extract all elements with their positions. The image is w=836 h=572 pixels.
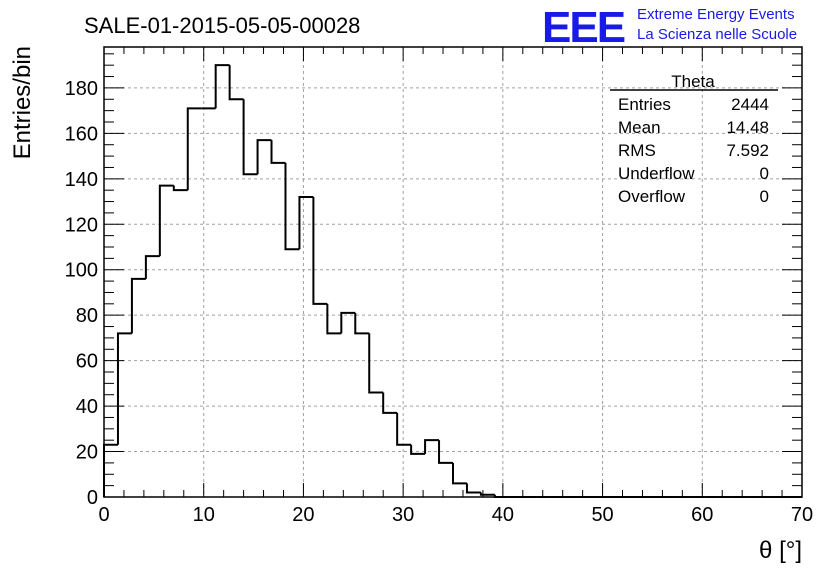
y-tick-label: 20 [76, 442, 98, 464]
stats-box: Theta Entries 2444 Mean 14.48 RMS 7.592 Underf… [610, 72, 778, 206]
y-tick-label: 0 [87, 487, 98, 509]
y-tick-label: 60 [76, 351, 98, 373]
hist-bin [144, 255, 160, 279]
hist-bin [382, 392, 398, 414]
stats-rows: Entries 2444 Mean 14.48 RMS 7.592 Underflow 0 Ov… [618, 95, 769, 206]
hist-bin [256, 139, 272, 175]
axes-frame [103, 46, 803, 498]
x-tick-label: 50 [591, 504, 613, 526]
hist-bin [158, 184, 174, 257]
hist-bin [452, 462, 467, 485]
hist-bin [270, 140, 286, 164]
hist-bin [410, 444, 426, 455]
y-tick-label: 180 [65, 78, 98, 100]
y-tick-label: 40 [76, 396, 98, 418]
x-tick-label: 40 [492, 504, 514, 526]
hist-bin [284, 162, 300, 251]
hist-bin [368, 333, 384, 394]
x-axis-label: θ [°] [759, 537, 802, 564]
stats-row-label: Overflow [618, 187, 686, 206]
x-tick-label: 70 [791, 504, 813, 526]
histogram-series [103, 64, 802, 498]
logo-mark: EEE [542, 3, 625, 52]
grid-lines [104, 47, 802, 497]
x-tick-label: 0 [98, 504, 109, 526]
y-tick-label: 160 [65, 123, 98, 145]
stats-row-value: 0 [760, 164, 769, 183]
stats-row-label: Mean [618, 118, 661, 137]
x-tick-label: 30 [392, 504, 414, 526]
hist-bin [396, 412, 412, 446]
x-tick-label: 60 [691, 504, 713, 526]
stats-row-label: Entries [618, 95, 671, 114]
hist-bin [340, 311, 356, 334]
y-tick-label: 120 [65, 214, 98, 236]
hist-bin [354, 312, 370, 335]
stats-row-value: 2444 [731, 95, 769, 114]
y-tick-label: 140 [65, 169, 98, 191]
stats-title: Theta [671, 72, 715, 91]
hist-bin [479, 492, 495, 496]
hist-bin [424, 439, 440, 454]
x-tick-label: 10 [193, 504, 215, 526]
hist-bin [130, 277, 146, 334]
stats-row-value: 7.592 [726, 141, 769, 160]
hist-bin [214, 64, 230, 109]
y-axis-ticks: 0 20 40 60 80 100 120 140 160 180 [65, 53, 802, 509]
hist-bin [116, 332, 132, 445]
hist-bin [312, 197, 328, 305]
hist-bin [186, 107, 202, 191]
stats-row-value: 0 [760, 187, 769, 206]
stats-row-label: RMS [618, 141, 656, 160]
y-tick-label: 100 [65, 260, 98, 282]
hist-bin [326, 303, 342, 335]
hist-bin [298, 196, 314, 250]
plot-frame [103, 46, 803, 498]
x-tick-label: 20 [292, 504, 314, 526]
eee-logo: EEE Extreme Energy Events La Scienza nel… [542, 3, 797, 52]
y-tick-label: 80 [76, 305, 98, 327]
stats-row-label: Underflow [618, 164, 695, 183]
hist-bin [438, 440, 453, 464]
hist-bin [103, 443, 118, 497]
stats-row-value: 14.48 [726, 118, 769, 137]
logo-line-2: La Scienza nelle Scuole [637, 26, 797, 43]
x-axis-ticks: 0 10 20 30 40 50 60 70 [98, 47, 813, 526]
logo-line-1: Extreme Energy Events [637, 6, 795, 23]
hist-bin [465, 483, 481, 494]
run-title: SALE-01-2015-05-05-00028 [84, 13, 360, 38]
y-axis-label: Entries/bin [9, 46, 36, 159]
hist-bin [242, 99, 258, 176]
hist-bin [228, 65, 244, 101]
hist-bin [172, 185, 188, 192]
